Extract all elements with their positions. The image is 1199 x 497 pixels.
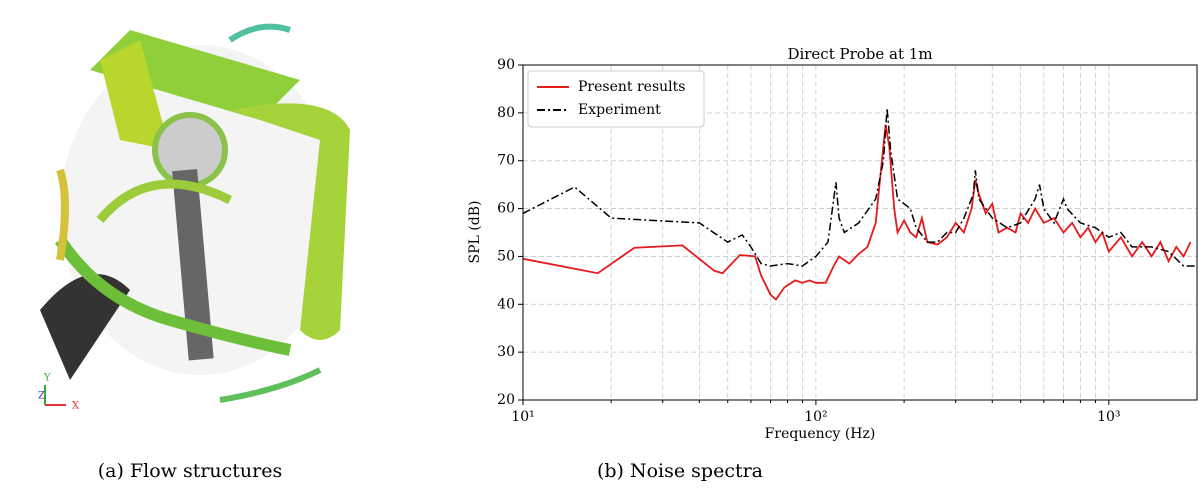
legend-label: Present results	[578, 79, 685, 95]
caption: (a) Flow structures	[98, 460, 283, 482]
x-tick-label: 10²	[804, 409, 827, 425]
flow-image: Y Z X	[38, 23, 350, 412]
y-tick-label: 30	[497, 344, 515, 360]
y-tick-label: 60	[497, 201, 515, 217]
legend-label: Experiment	[578, 102, 661, 118]
y-tick-label: 90	[497, 57, 515, 73]
x-axis-label: Frequency (Hz)	[765, 426, 876, 442]
chart-title: Direct Probe at 1m	[787, 45, 932, 63]
caption: (b) Noise spectra	[597, 460, 763, 482]
y-tick-label: 40	[497, 296, 515, 312]
series-line	[523, 108, 1197, 267]
y-tick-label: 50	[497, 248, 515, 264]
y-axis-label: SPL (dB)	[467, 201, 483, 264]
y-tick-label: 80	[497, 105, 515, 121]
x-tick-label: 10³	[1097, 409, 1120, 425]
axis-label: X	[72, 401, 80, 412]
y-tick-label: 70	[497, 153, 515, 169]
y-tick-label: 20	[497, 392, 515, 408]
plot-frame	[522, 64, 1198, 401]
series-line	[523, 124, 1192, 301]
x-tick-label: 10¹	[511, 409, 534, 425]
axis-label: Z	[38, 391, 45, 402]
axis-label: Y	[43, 373, 51, 384]
legend-box	[527, 70, 705, 128]
